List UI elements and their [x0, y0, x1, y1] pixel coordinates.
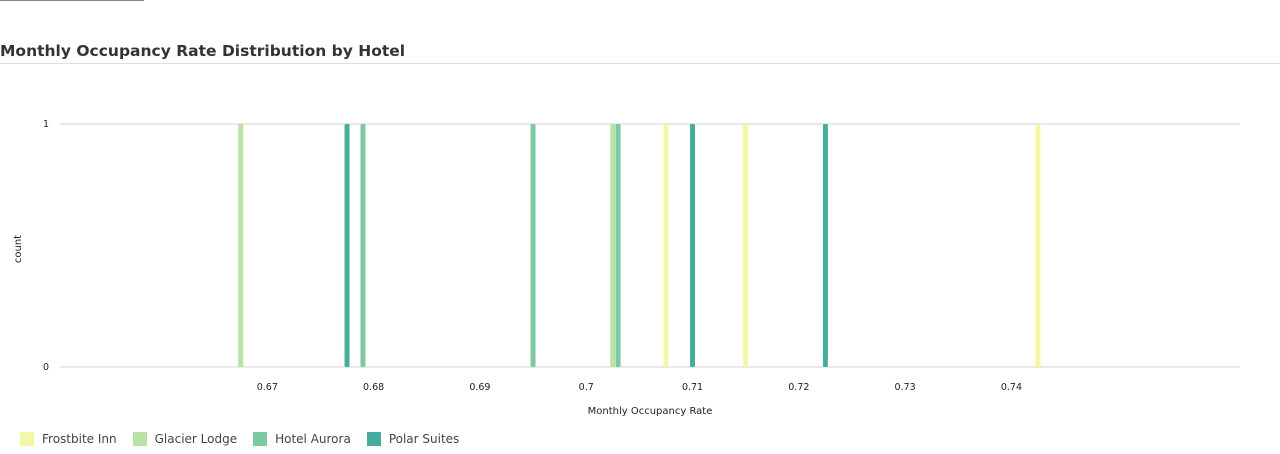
bar-hotel-aurora[interactable]	[530, 124, 536, 367]
x-axis-title: Monthly Occupancy Rate	[588, 406, 713, 417]
legend-item-hotel-aurora[interactable]: Hotel Aurora	[253, 432, 351, 446]
bar-glacier-lodge[interactable]	[610, 124, 616, 367]
gridlines	[60, 123, 1240, 368]
x-tick-label: 0.67	[257, 382, 278, 393]
bar-frostbite-inn[interactable]	[1035, 124, 1041, 367]
legend-swatch	[366, 432, 381, 446]
histogram-bars	[238, 124, 1041, 367]
bar-frostbite-inn[interactable]	[743, 124, 749, 367]
x-tick-label: 0.74	[1001, 382, 1022, 393]
bar-hotel-aurora[interactable]	[615, 124, 621, 367]
x-tick-label: 0.69	[469, 382, 490, 393]
x-tick-label: 0.72	[788, 382, 809, 393]
legend-item-polar-suites[interactable]: Polar Suites	[366, 432, 460, 446]
title-divider	[0, 63, 1280, 64]
x-tick-label: 0.68	[363, 382, 384, 393]
x-tick-label: 0.73	[895, 382, 916, 393]
top-tab-indicator	[0, 0, 144, 1]
legend-label: Frostbite Inn	[42, 432, 117, 446]
histogram-chart: 0 1 0.67 0.68 0.69 0.7 0.71 0.72 0.73 0.74 Monthl…	[13, 119, 1240, 417]
legend-label: Polar Suites	[388, 432, 460, 446]
bar-hotel-aurora[interactable]	[360, 124, 366, 367]
legend-label: Glacier Lodge	[154, 432, 238, 446]
bar-polar-suites[interactable]	[344, 124, 350, 367]
bar-frostbite-inn[interactable]	[663, 124, 669, 367]
legend-item-frostbite-inn[interactable]: Frostbite Inn	[20, 432, 117, 446]
legend-label: Hotel Aurora	[275, 432, 351, 446]
chart-legend: Frostbite Inn Glacier Lodge Hotel Aurora Po…	[20, 430, 475, 448]
y-tick-label: 1	[43, 119, 49, 130]
legend-item-glacier-lodge[interactable]: Glacier Lodge	[132, 432, 238, 446]
chart-title: Monthly Occupancy Rate Distribution by H…	[0, 42, 406, 60]
bar-glacier-lodge[interactable]	[238, 124, 244, 367]
axis-ticks: 0 1 0.67 0.68 0.69 0.7 0.71 0.72 0.73 0.74	[43, 119, 1022, 393]
y-tick-label: 0	[43, 362, 49, 373]
y-axis-title: count	[13, 235, 24, 263]
legend-swatch	[253, 432, 268, 446]
x-tick-label: 0.7	[579, 382, 594, 393]
bar-polar-suites[interactable]	[822, 124, 828, 367]
legend-swatch	[132, 432, 147, 446]
bar-polar-suites[interactable]	[690, 124, 696, 367]
x-tick-label: 0.71	[682, 382, 703, 393]
legend-swatch	[20, 432, 34, 446]
